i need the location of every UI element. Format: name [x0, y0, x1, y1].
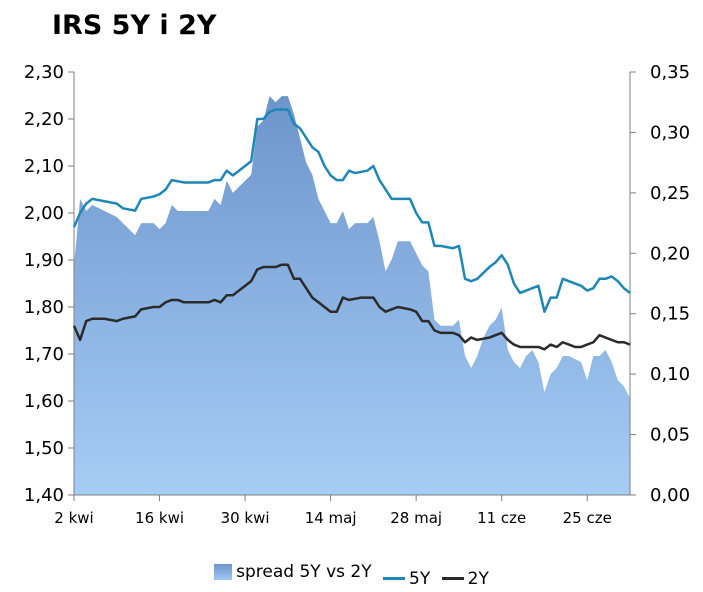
legend: spread 5Y vs 2Y 5Y 2Y — [0, 562, 703, 589]
left-tick-label: 2,30 — [24, 62, 64, 83]
right-tick-label: 0,20 — [650, 243, 690, 264]
left-tick-label: 1,50 — [24, 438, 64, 459]
left-tick-label: 1,40 — [24, 485, 64, 506]
right-tick-label: 0,15 — [650, 304, 690, 325]
legend-item-spread: spread 5Y vs 2Y — [214, 562, 372, 582]
legend-item-2y: 2Y — [441, 568, 489, 589]
right-tick-label: 0,10 — [650, 364, 690, 385]
series-line-2y — [72, 263, 631, 351]
tick-labels-layer: 2,30 2,20 2,10 2,00 1,90 1,80 1,70 1,60 1,50 1,40… — [24, 62, 690, 527]
left-tick-label: 2,20 — [24, 109, 64, 130]
chart-title: IRS 5Y i 2Y — [52, 10, 217, 41]
spread-area — [74, 96, 630, 496]
chart-plot: 2,30 2,20 2,10 2,00 1,90 1,80 1,70 1,60 1,50 1,40… — [24, 62, 690, 527]
x-tick-label: 25 cze — [563, 509, 612, 527]
legend-label-5y: 5Y — [409, 568, 431, 589]
right-tick-label: 0,05 — [650, 425, 690, 446]
left-tick-label: 1,60 — [24, 391, 64, 412]
axes-layer — [68, 71, 636, 501]
right-tick-label: 0,00 — [650, 485, 690, 506]
right-tick-label: 0,35 — [650, 62, 690, 83]
x-tick-label: 11 cze — [477, 509, 526, 527]
legend-label-spread: spread 5Y vs 2Y — [236, 562, 372, 582]
right-tick-label: 0,25 — [650, 183, 690, 204]
legend-item-5y: 5Y — [383, 569, 430, 589]
x-tick-label: 2 kwi — [54, 509, 93, 527]
x-tick-label: 16 kwi — [135, 509, 184, 527]
legend-swatch-spread — [214, 564, 233, 580]
legend-label-2y: 2Y — [467, 568, 489, 589]
x-tick-label: 30 kwi — [221, 509, 270, 527]
lines-layer — [72, 108, 631, 351]
legend-swatch-2y — [441, 577, 464, 580]
right-tick-label: 0,30 — [650, 122, 690, 143]
x-tick-label: 28 maj — [390, 509, 442, 527]
left-tick-label: 1,70 — [24, 344, 64, 365]
left-tick-label: 1,80 — [24, 297, 64, 318]
left-tick-label: 2,10 — [24, 156, 64, 177]
left-tick-label: 2,00 — [24, 203, 64, 224]
legend-swatch-5y — [383, 577, 406, 580]
series-line-5y — [72, 108, 631, 313]
x-tick-label: 14 maj — [305, 509, 357, 527]
left-tick-label: 1,90 — [24, 250, 64, 271]
spread-area-layer — [74, 96, 630, 496]
